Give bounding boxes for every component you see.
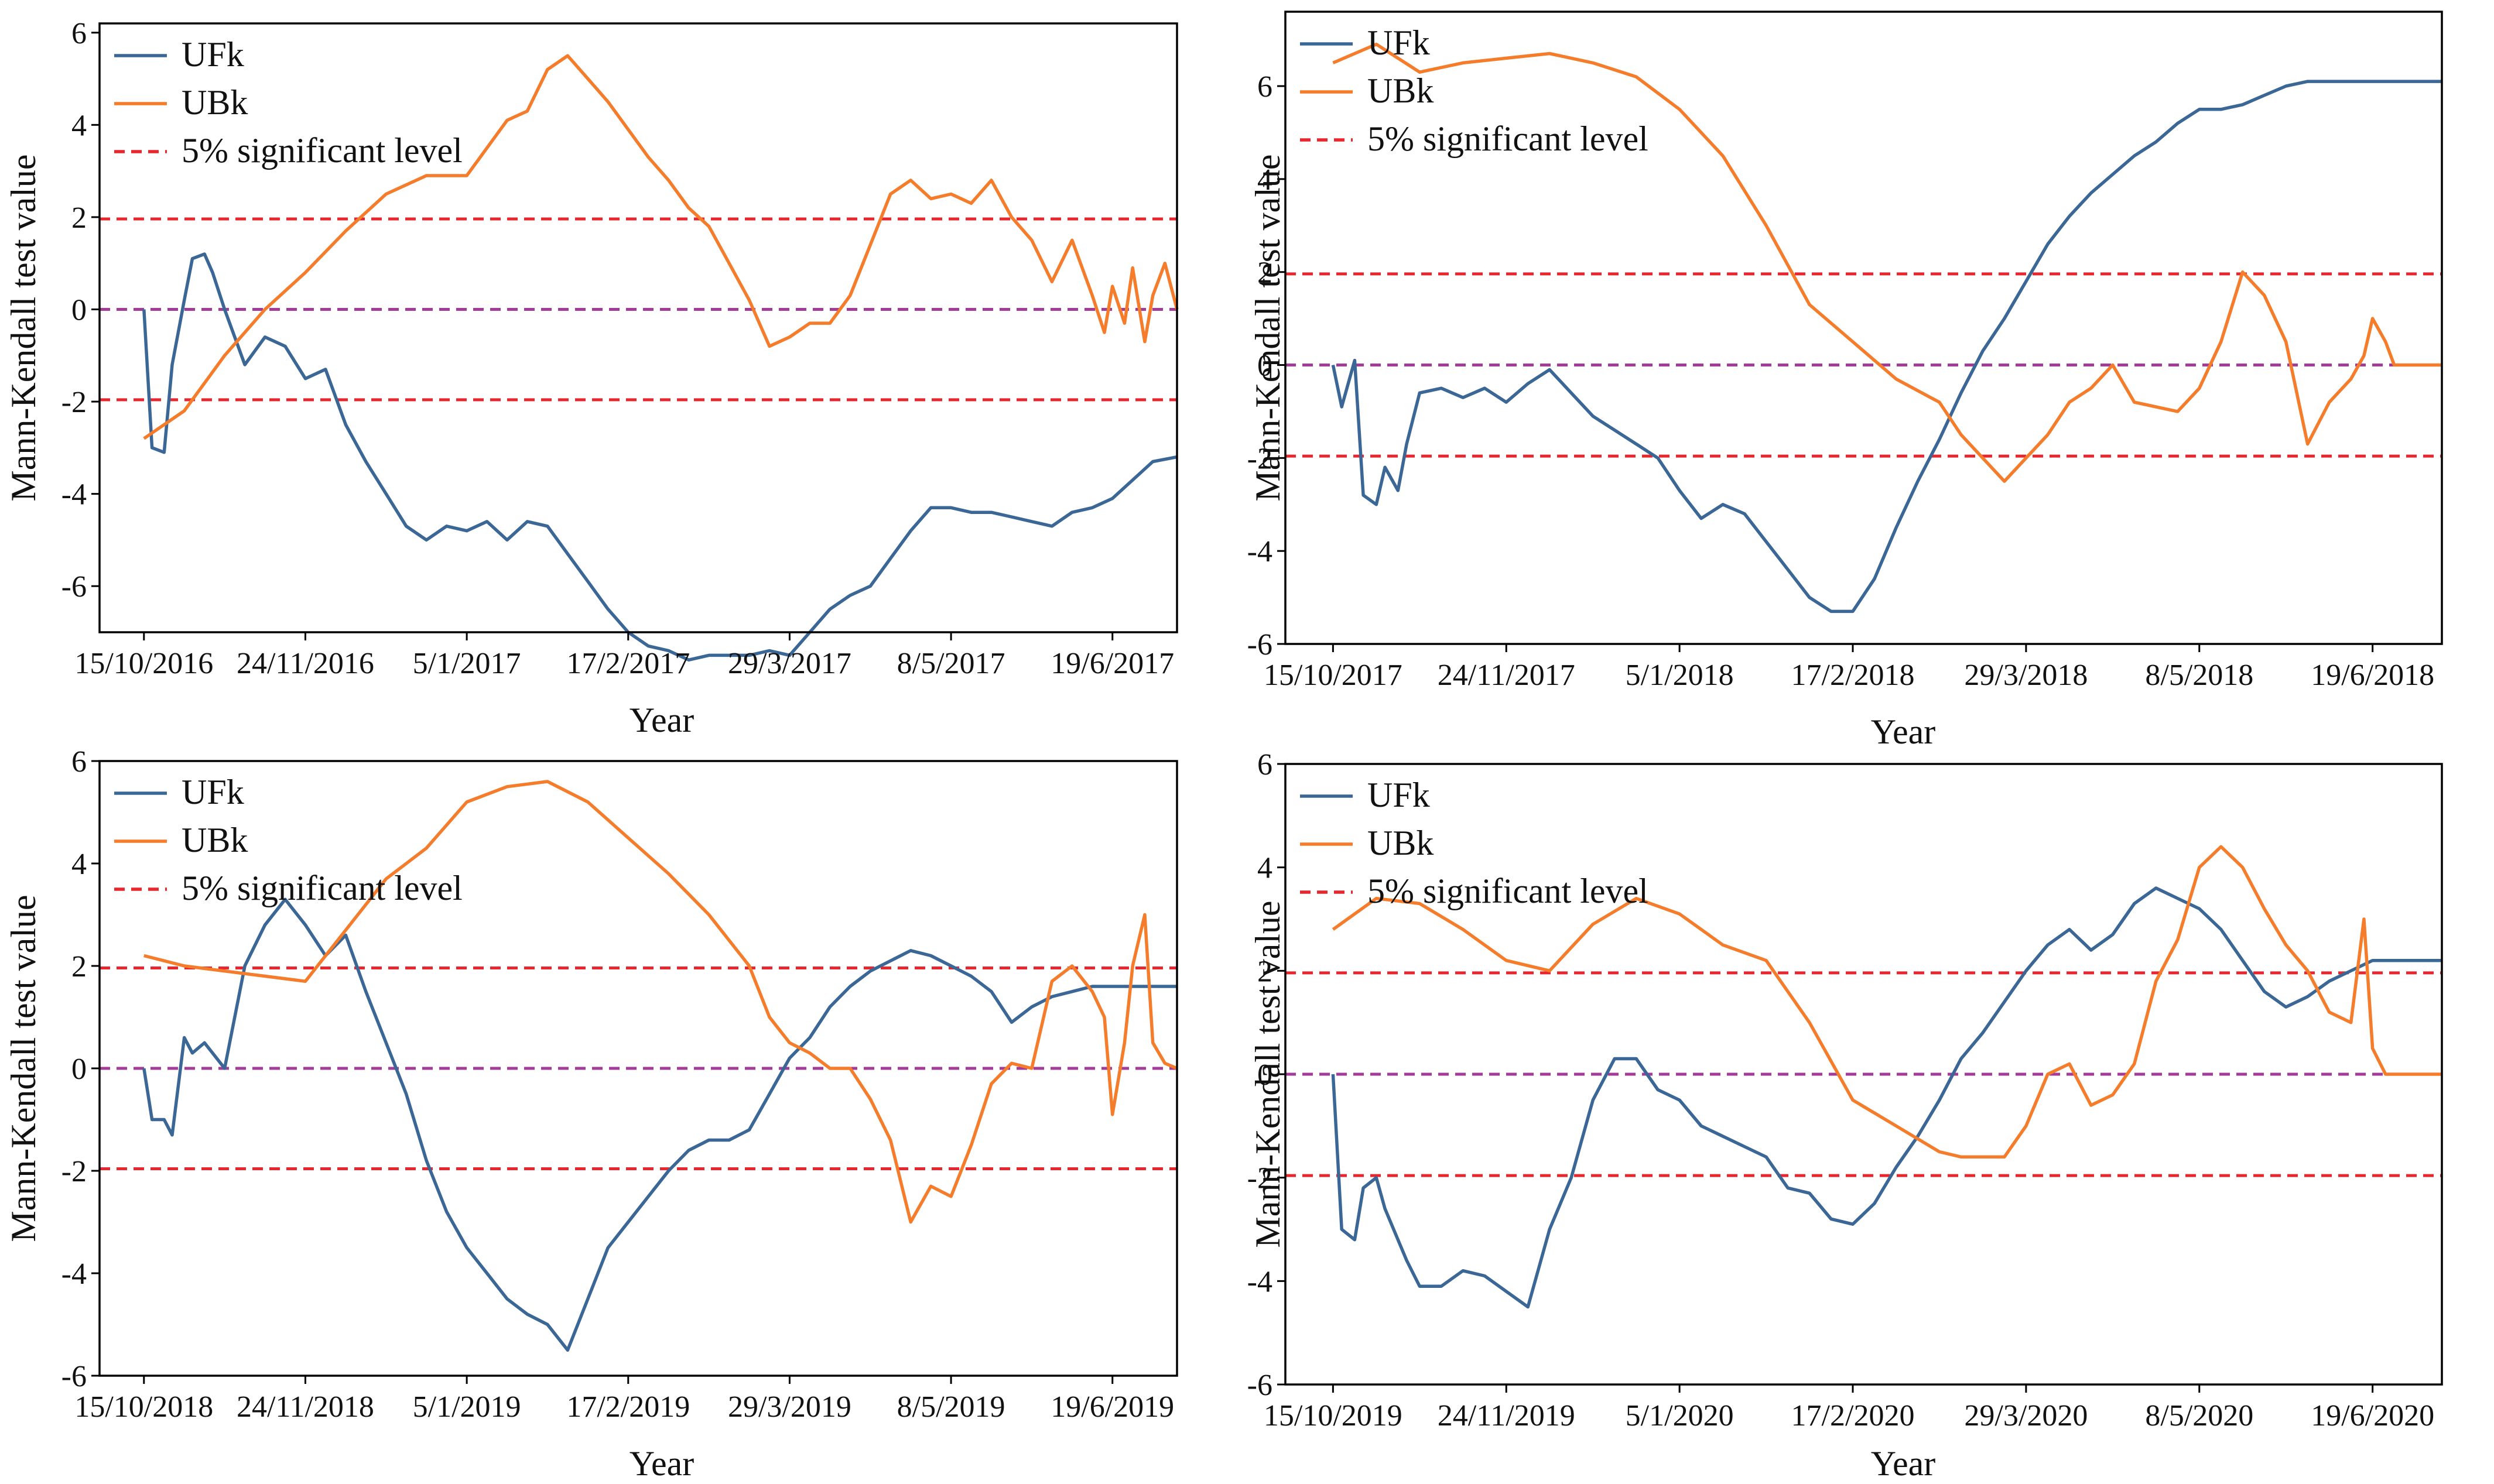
chart-2-y-tick-label: -4 <box>1247 535 1272 568</box>
chart-1-x-tick-label: 17/2/2017 <box>566 647 690 680</box>
chart-4-y-tick-label: -6 <box>1247 1369 1272 1402</box>
chart-2-legend-label: 5% significant level <box>1367 119 1648 158</box>
chart-2-x-tick-label: 5/1/2018 <box>1626 659 1734 692</box>
chart-4-x-tick-label: 17/2/2020 <box>1791 1399 1915 1432</box>
chart-1-x-tick-label: 19/6/2017 <box>1051 647 1174 680</box>
chart-1-y-tick-label: -2 <box>61 386 87 419</box>
chart-2-y-tick-label: -2 <box>1247 442 1272 475</box>
chart-2-x-axis-title: Year <box>1871 712 1936 751</box>
chart-1-y-tick-label: 4 <box>71 109 87 142</box>
chart-3-y-tick-label: 6 <box>71 745 87 779</box>
chart-1-x-tick-label: 8/5/2017 <box>897 647 1005 680</box>
chart-1-ufk-series-line <box>142 252 1178 662</box>
chart-2-y-tick-label: 4 <box>1257 163 1272 197</box>
chart-1-x-tick-label: 24/11/2016 <box>237 647 374 680</box>
chart-4-ufk-series-line <box>1331 886 2442 1309</box>
chart-3-y-tick-label: 0 <box>71 1053 87 1086</box>
chart-2-x-tick-label: 17/2/2018 <box>1791 659 1915 692</box>
chart-2-x-tick-label: 15/10/2017 <box>1264 659 1402 692</box>
chart-3-y-tick-label: 4 <box>71 848 87 881</box>
chart-3-legend-label: UFk <box>182 773 244 811</box>
chart-2-x-tick-label: 24/11/2017 <box>1438 659 1575 692</box>
chart-1-y-tick-label: -6 <box>61 570 87 604</box>
chart-4-y-tick-label: 4 <box>1257 852 1272 885</box>
chart-1-ubk-series-line <box>143 54 1179 440</box>
chart-3-y-tick-label: -6 <box>61 1360 87 1393</box>
chart-3-x-tick-label: 8/5/2019 <box>897 1390 1005 1424</box>
chart-2-x-tick-label: 29/3/2018 <box>1964 659 2088 692</box>
chart-2-plot-frame <box>1284 11 2443 645</box>
chart-1-y-tick-label: 0 <box>71 293 87 327</box>
chart-1-y-tick-label: 2 <box>71 201 87 235</box>
chart-3-legend-label: UBk <box>182 821 248 859</box>
chart-3-x-tick-label: 17/2/2019 <box>566 1390 690 1424</box>
chart-3-y-axis-title: Mann-Kendall test value <box>4 894 43 1242</box>
chart-4-y-tick-label: 6 <box>1257 748 1272 782</box>
chart-1-legend-label: UFk <box>182 35 244 74</box>
chart-4-y-tick-label: 2 <box>1257 955 1272 988</box>
chart-2-legend-label: UFk <box>1367 23 1430 62</box>
chart-1-x-tick-label: 29/3/2017 <box>728 647 851 680</box>
chart-2-y-tick-label: -6 <box>1247 628 1272 662</box>
chart-3-x-tick-label: 5/1/2019 <box>413 1390 521 1424</box>
chart-1-legend-label: 5% significant level <box>182 131 463 170</box>
chart-2-y-tick-label: 2 <box>1257 256 1272 290</box>
chart-1-x-axis-title: Year <box>630 701 695 739</box>
chart-4-y-tick-label: 0 <box>1257 1058 1272 1092</box>
chart-1-x-tick-label: 5/1/2017 <box>413 647 521 680</box>
chart-4-y-axis-title: Mann-Kendall test value <box>1248 900 1287 1247</box>
chart-2-y-axis-title: Mann-Kendall test value <box>1248 154 1287 501</box>
chart-4-y-tick-label: -4 <box>1247 1265 1272 1298</box>
chart-2-ubk-series-line <box>1332 42 2442 483</box>
chart-1-y-tick-label: 6 <box>71 17 87 50</box>
chart-4-x-tick-label: 29/3/2020 <box>1964 1399 2088 1432</box>
chart-1-y-axis-title: Mann-Kendall test value <box>4 154 43 501</box>
chart-1-y-tick-label: -4 <box>61 478 87 512</box>
chart-4-legend-label: UFk <box>1367 776 1430 814</box>
chart-1-legend-label: UBk <box>182 83 248 122</box>
chart-2-x-tick-label: 19/6/2018 <box>2311 659 2434 692</box>
chart-2-y-tick-label: 6 <box>1257 70 1272 104</box>
chart-4-x-tick-label: 24/11/2019 <box>1438 1399 1575 1432</box>
chart-3-x-axis-title: Year <box>630 1444 695 1483</box>
chart-3-y-tick-label: 2 <box>71 950 87 983</box>
chart-2-y-tick-label: 0 <box>1257 349 1272 383</box>
chart-4-legend-label: UBk <box>1367 824 1434 862</box>
chart-4-x-tick-label: 19/6/2020 <box>2311 1399 2434 1432</box>
chart-1-plot-frame <box>98 22 1178 633</box>
chart-2-ufk-series-line <box>1331 80 2442 614</box>
chart-3-x-tick-label: 19/6/2019 <box>1051 1390 1174 1424</box>
chart-3-ufk-series-line <box>142 897 1177 1352</box>
chart-3-y-tick-label: -2 <box>61 1155 87 1188</box>
chart-3-y-tick-label: -4 <box>61 1257 87 1291</box>
chart-3-ubk-series-line <box>143 780 1178 1224</box>
chart-4-x-tick-label: 8/5/2020 <box>2145 1399 2253 1432</box>
chart-2-legend-label: UBk <box>1367 71 1434 110</box>
chart-3-x-tick-label: 24/11/2018 <box>237 1390 374 1424</box>
chart-4-x-axis-title: Year <box>1871 1444 1936 1483</box>
chart-4-ubk-series-line <box>1332 845 2442 1159</box>
chart-1-x-tick-label: 15/10/2016 <box>74 647 213 680</box>
chart-2-x-tick-label: 8/5/2018 <box>2145 659 2253 692</box>
chart-3-x-tick-label: 15/10/2018 <box>74 1390 213 1424</box>
chart-3-legend-label: 5% significant level <box>182 869 463 907</box>
chart-4-legend-label: 5% significant level <box>1367 872 1648 910</box>
chart-4-x-tick-label: 15/10/2019 <box>1264 1399 1402 1432</box>
chart-4-y-tick-label: -2 <box>1247 1162 1272 1195</box>
chart-3-x-tick-label: 29/3/2019 <box>728 1390 851 1424</box>
chart-4-x-tick-label: 5/1/2020 <box>1626 1399 1734 1432</box>
